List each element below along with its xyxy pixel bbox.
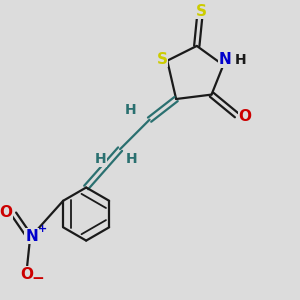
Text: −: − <box>31 272 44 286</box>
Text: O: O <box>21 267 34 282</box>
Text: N: N <box>218 52 231 67</box>
Text: N: N <box>25 229 38 244</box>
Text: +: + <box>38 224 47 234</box>
Text: O: O <box>0 205 12 220</box>
Text: O: O <box>238 109 251 124</box>
Text: H: H <box>124 103 136 117</box>
Text: H: H <box>95 152 107 167</box>
Text: H: H <box>126 152 138 167</box>
Text: H: H <box>234 53 246 67</box>
Text: S: S <box>157 52 167 67</box>
Text: S: S <box>196 4 207 19</box>
